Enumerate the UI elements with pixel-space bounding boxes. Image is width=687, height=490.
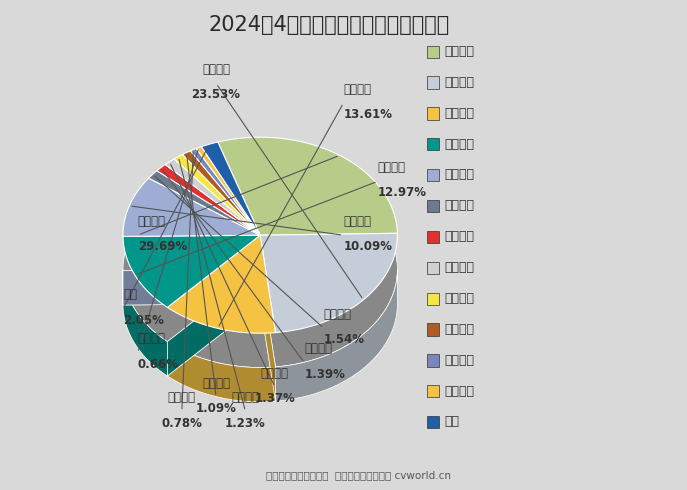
Polygon shape (218, 137, 397, 235)
Bar (427, 46, 439, 58)
Text: 0.78%: 0.78% (161, 416, 202, 430)
Text: 福田汽车: 福田汽车 (344, 215, 372, 228)
Polygon shape (168, 235, 275, 333)
Text: 东风公司: 东风公司 (344, 82, 372, 96)
Polygon shape (168, 270, 260, 376)
Text: 大运重卡: 大运重卡 (324, 308, 352, 321)
Polygon shape (148, 171, 260, 235)
Bar (427, 385, 439, 397)
Text: 宇通集团: 宇通集团 (137, 332, 166, 345)
Bar (427, 200, 439, 212)
Text: 其他: 其他 (444, 416, 459, 428)
Text: 13.61%: 13.61% (344, 108, 392, 121)
Polygon shape (123, 178, 260, 237)
Text: 三一重卡: 三一重卡 (444, 261, 474, 274)
Text: 北汽重卡: 北汽重卡 (304, 342, 333, 355)
Bar (427, 416, 439, 428)
Text: 一汽解放: 一汽解放 (444, 45, 474, 58)
Text: 一汽解放: 一汽解放 (137, 215, 166, 228)
Polygon shape (123, 271, 168, 376)
Text: 江淮汽车: 江淮汽车 (444, 354, 474, 367)
Bar (427, 323, 439, 336)
Polygon shape (157, 165, 260, 235)
Bar (427, 138, 439, 150)
Text: 1.37%: 1.37% (254, 392, 295, 405)
Text: 29.69%: 29.69% (137, 240, 187, 253)
Text: 福田汽车: 福田汽车 (444, 169, 474, 181)
Text: 数据来源：交强险统计  制图：第一商用车网 cvworld.cn: 数据来源：交强险统计 制图：第一商用车网 cvworld.cn (266, 470, 451, 480)
Ellipse shape (123, 172, 397, 368)
Text: 北汽重卡: 北汽重卡 (444, 230, 474, 243)
Polygon shape (260, 270, 275, 401)
Text: 陕汽集团: 陕汽集团 (378, 161, 406, 174)
Text: 2024年4月份牵引车市场终端销售占比: 2024年4月份牵引车市场终端销售占比 (208, 15, 449, 35)
Polygon shape (275, 270, 397, 401)
Bar (427, 107, 439, 120)
Bar (427, 354, 439, 367)
Text: 12.97%: 12.97% (378, 186, 427, 199)
Text: 2.05%: 2.05% (123, 314, 164, 327)
Polygon shape (201, 142, 260, 235)
Text: 三一重卡: 三一重卡 (261, 367, 289, 380)
Polygon shape (260, 233, 397, 333)
Polygon shape (123, 235, 260, 307)
Text: 1.23%: 1.23% (225, 416, 266, 430)
Text: 10.09%: 10.09% (344, 240, 392, 253)
Text: 陕汽集团: 陕汽集团 (444, 138, 474, 150)
Bar (427, 169, 439, 181)
Text: 江淮汽车: 江淮汽车 (168, 391, 196, 404)
Text: 0.66%: 0.66% (137, 358, 179, 371)
Bar (427, 293, 439, 305)
Polygon shape (123, 270, 260, 305)
Polygon shape (168, 342, 275, 402)
Polygon shape (190, 148, 260, 235)
Text: 23.53%: 23.53% (192, 88, 240, 101)
Bar (427, 262, 439, 274)
Text: 1.54%: 1.54% (324, 333, 365, 346)
Text: 1.39%: 1.39% (304, 368, 345, 381)
Polygon shape (168, 270, 260, 376)
Text: 中国重汽: 中国重汽 (444, 76, 474, 89)
Bar (427, 76, 439, 89)
Text: 大运重卡: 大运重卡 (444, 199, 474, 212)
Text: 东风公司: 东风公司 (444, 107, 474, 120)
Polygon shape (174, 154, 260, 235)
Text: 宇通集团: 宇通集团 (444, 385, 474, 397)
Text: 1.09%: 1.09% (196, 402, 236, 415)
Polygon shape (165, 159, 260, 235)
Text: 中国重汽: 中国重汽 (202, 63, 230, 76)
Bar (427, 231, 439, 243)
Text: 上汽红岩: 上汽红岩 (202, 376, 230, 390)
Polygon shape (196, 147, 260, 235)
Text: 徐工汽车: 徐工汽车 (232, 391, 260, 404)
Text: 上汽红岩: 上汽红岩 (444, 323, 474, 336)
Text: 徐工汽车: 徐工汽车 (444, 292, 474, 305)
Text: 其他: 其他 (123, 288, 137, 301)
Polygon shape (183, 151, 260, 235)
Polygon shape (260, 270, 275, 401)
Polygon shape (123, 270, 260, 305)
